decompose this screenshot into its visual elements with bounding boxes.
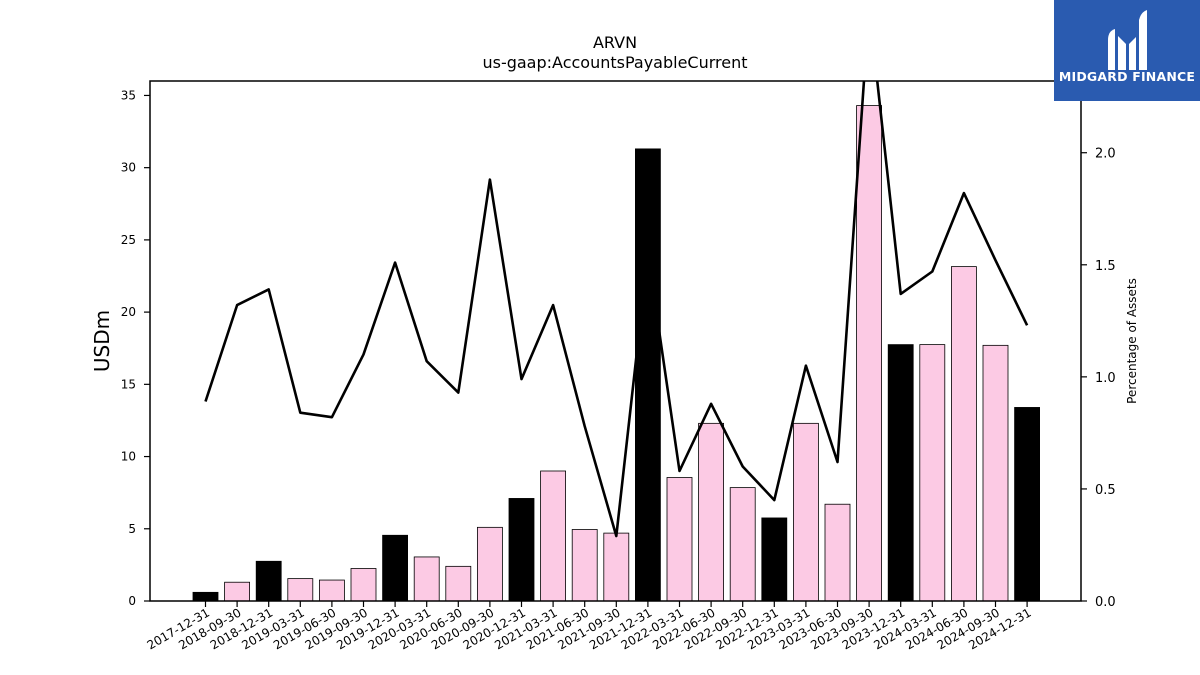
bar-2020-06-30: [445, 565, 472, 601]
bar-2023-03-31: [793, 422, 819, 601]
bar-2019-03-31: [287, 578, 314, 601]
bar-2021-06-30: [571, 529, 598, 601]
y2tick-label-1.0: 1.0: [1095, 371, 1116, 386]
bar-2023-12-31: [887, 344, 914, 601]
bar-2024-09-30: [982, 344, 1009, 601]
logo-mark-icon: [1108, 10, 1147, 70]
chart-title: ARVN: [593, 33, 637, 52]
line-series: [204, 81, 1029, 538]
bar-2020-03-31: [413, 556, 440, 601]
bar-2021-03-31: [540, 470, 566, 601]
bar-2023-09-30: [856, 105, 882, 601]
y2tick-label-2.0: 2.0: [1095, 147, 1116, 162]
percentage-line: [204, 81, 1029, 538]
plot-frame: [149, 80, 1082, 602]
bar-2021-09-30: [603, 532, 630, 601]
bar-2017-12-31: [192, 591, 219, 601]
ytick-label-30: 30: [121, 161, 136, 175]
bar-2020-09-30: [476, 526, 503, 601]
bar-2022-03-31: [666, 477, 693, 601]
y2tick-label-0.5: 0.5: [1095, 483, 1116, 498]
bar-2019-09-30: [350, 568, 377, 601]
bar-2022-12-31: [761, 517, 788, 601]
bar-2024-12-31: [1014, 407, 1040, 601]
bar-2024-03-31: [919, 344, 946, 601]
ytick-label-5: 5: [128, 522, 136, 536]
bar-2018-12-31: [255, 560, 282, 601]
ytick-label-25: 25: [121, 233, 136, 247]
x-axis: 2017-12-312018-09-302018-12-312019-03-31…: [145, 601, 1034, 652]
y-axis-left: 0 5 10 15 20 25 30 35: [121, 88, 150, 608]
bar-2022-06-30: [698, 422, 724, 601]
bar-2019-12-31: [382, 534, 409, 601]
ytick-label-0: 0: [128, 594, 136, 608]
ytick-label-10: 10: [121, 450, 136, 464]
logo-text: MIDGARD FINANCE: [1059, 69, 1195, 84]
bar-2020-12-31: [508, 498, 535, 601]
bar-2024-06-30: [951, 266, 977, 601]
bar-2023-06-30: [824, 503, 851, 601]
ytick-label-15: 15: [121, 377, 136, 391]
bar-2021-12-31: [635, 148, 661, 601]
chart-subtitle: us-gaap:AccountsPayableCurrent: [482, 53, 747, 72]
bar-2019-06-30: [318, 579, 345, 601]
y-axis-label: USDm: [90, 310, 114, 372]
y-axis-right: 0.0 0.5 1.0 1.5 2.0: [1081, 147, 1116, 610]
logo-background: [1054, 0, 1200, 101]
y2tick-label-0.0: 0.0: [1095, 595, 1116, 610]
bar-2018-09-30: [224, 581, 251, 601]
ytick-label-35: 35: [121, 88, 136, 102]
y2tick-label-1.5: 1.5: [1095, 259, 1116, 274]
y2-axis-label: Percentage of Assets: [1125, 278, 1139, 404]
bar-2022-09-30: [729, 487, 756, 601]
midgard-finance-logo: MIDGARD FINANCE: [1054, 0, 1200, 101]
ytick-label-20: 20: [121, 305, 136, 319]
